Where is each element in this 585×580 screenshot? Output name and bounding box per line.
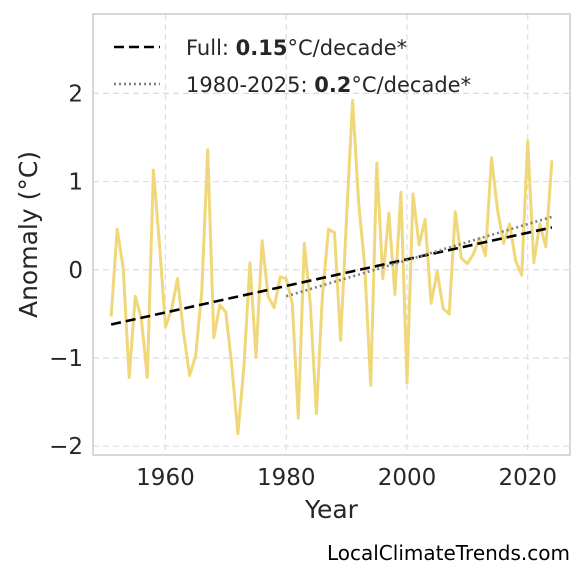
x-tick-label: 1980 [257,465,316,491]
grid [93,14,570,455]
y-tick-label: −1 [49,346,83,372]
full-trend-line [110,226,553,326]
y-tick-label: −2 [49,434,83,460]
legend-full-label: Full: 0.15°C/decade* [186,36,407,60]
legend: Full: 0.15°C/decade* 1980-2025: 0.2°C/de… [114,36,471,97]
plot-area [109,98,554,436]
x-axis-label: Year [304,495,359,524]
legend-recent-prefix: 1980-2025: [186,73,314,97]
tick-labels: 1960 1980 2000 2020 −2 −1 0 1 2 [49,81,557,491]
y-tick-label: 2 [68,81,83,107]
legend-full-prefix: Full: [186,36,236,60]
site-credit: LocalClimateTrends.com [327,541,570,565]
legend-full-value: 0.15 [236,36,288,60]
y-tick-label: 0 [68,258,83,284]
legend-recent-suffix: °C/decade* [351,73,471,97]
x-tick-label: 2020 [498,465,557,491]
recent-trend-line [285,215,553,298]
plot-frame [92,13,571,456]
y-tick-label: 1 [68,170,83,196]
x-tick-label: 1960 [136,465,195,491]
anomaly-series-line [109,98,554,436]
legend-full-suffix: °C/decade* [288,36,408,60]
y-axis-label: Anomaly (°C) [14,151,43,318]
x-tick-label: 2000 [378,465,437,491]
legend-recent-value: 0.2 [314,73,351,97]
legend-recent-label: 1980-2025: 0.2°C/decade* [186,73,471,97]
